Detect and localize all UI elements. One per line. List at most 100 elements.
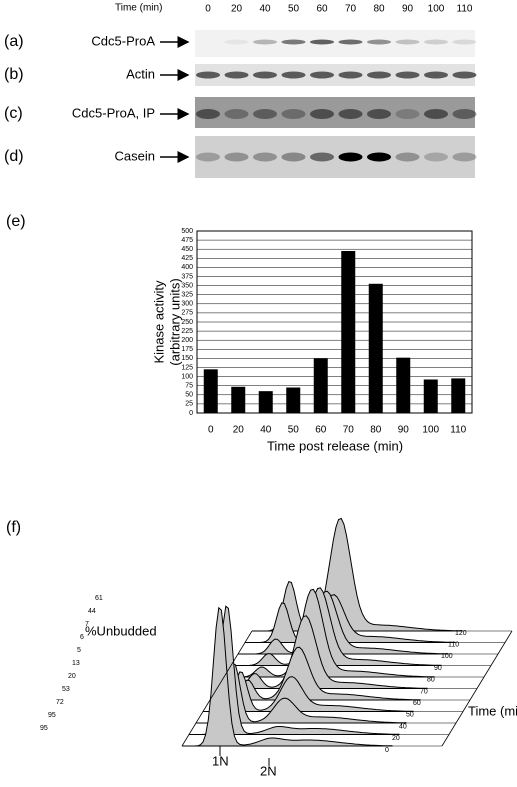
blot-label: Actin [126, 66, 155, 81]
band [196, 71, 220, 79]
y-tick-label: 350 [181, 282, 193, 289]
band [367, 71, 391, 79]
y-tick-label: 0 [189, 410, 193, 417]
blot [195, 64, 475, 86]
band [281, 71, 306, 79]
y-tick-label: 75 [185, 383, 193, 390]
flow-time: 40 [399, 723, 407, 730]
band [452, 71, 477, 79]
blot-time: 60 [316, 4, 328, 15]
unbudded-value: 61 [95, 595, 103, 602]
y-tick-label: 325 [181, 292, 193, 299]
band [281, 39, 306, 45]
band [424, 39, 448, 45]
bar [368, 283, 383, 413]
band [367, 39, 391, 45]
band [395, 39, 420, 45]
blot-time: 110 [457, 4, 473, 15]
histogram-trace [238, 590, 449, 655]
bar [286, 387, 301, 413]
blot-label: Cdc5-ProA [91, 33, 155, 48]
histogram-trace [189, 605, 400, 735]
axis [441, 630, 513, 747]
blot-time-label: Time (min) [115, 3, 162, 14]
band [395, 71, 420, 79]
flow-time: 20 [392, 735, 400, 742]
unbudded-value: 7 [85, 621, 89, 628]
panel-label: (d) [4, 148, 24, 165]
x-tick-label: 0 [208, 425, 214, 436]
y-tick-label: 150 [181, 355, 193, 362]
bar [396, 357, 411, 413]
bar [423, 379, 438, 413]
y-tick-label: 475 [181, 237, 193, 244]
y-tick-label: 50 [185, 392, 193, 399]
y-tick-label: 375 [181, 273, 193, 280]
y-tick-label: 425 [181, 255, 193, 262]
blot-time: 40 [259, 4, 271, 15]
band [224, 71, 249, 79]
band [310, 109, 334, 119]
blot [195, 30, 475, 57]
blot-time: 70 [345, 4, 357, 15]
peak-label: 2N [260, 763, 277, 778]
band [395, 152, 420, 162]
band [253, 71, 277, 79]
unbudded-label: %Unbudded [85, 623, 157, 638]
y-tick-label: 400 [181, 264, 193, 271]
flow-time: 70 [420, 688, 428, 695]
blot-time: 80 [373, 4, 385, 15]
band [224, 152, 249, 162]
band [224, 39, 249, 45]
unbudded-value: 95 [40, 725, 48, 732]
band [310, 152, 334, 162]
histogram-trace [245, 594, 456, 643]
y-tick-label: 100 [181, 373, 193, 380]
histogram-trace [224, 588, 435, 678]
unbudded-value: 6 [80, 634, 84, 641]
bar [258, 391, 273, 413]
panel-label: (e) [6, 213, 26, 230]
blot-label: Cdc5-ProA, IP [72, 105, 155, 120]
flow-time: 100 [441, 653, 453, 660]
peak-label: 1N [212, 753, 229, 768]
band [452, 109, 477, 119]
band [253, 39, 277, 45]
band [310, 71, 334, 79]
y-tick-label: 125 [181, 364, 193, 371]
unbudded-value: 13 [72, 660, 80, 667]
x-tick-label: 60 [315, 425, 327, 436]
flow-time: 50 [406, 712, 414, 719]
band [224, 109, 249, 119]
band [310, 39, 334, 45]
band [395, 109, 420, 119]
panel-label: (c) [4, 105, 23, 122]
x-tick-label: 80 [370, 425, 382, 436]
band [281, 152, 306, 162]
panel-label: (b) [4, 66, 24, 83]
y-tick-label: 450 [181, 246, 193, 253]
flow-time: 60 [413, 700, 421, 707]
y-tick-label: 225 [181, 328, 193, 335]
blot-time: 100 [428, 4, 445, 15]
band [253, 152, 277, 162]
flow-time-label: Time (min) [468, 703, 517, 718]
band [281, 109, 306, 119]
axis [181, 630, 253, 747]
unbudded-value: 5 [77, 647, 81, 654]
y-tick-label: 300 [181, 301, 193, 308]
blot-time: 50 [288, 4, 300, 15]
blot-time: 0 [205, 4, 211, 15]
y-tick-label: 250 [181, 319, 193, 326]
band [253, 109, 277, 119]
x-tick-label: 40 [260, 425, 272, 436]
band [367, 109, 391, 119]
flow-time: 80 [427, 677, 435, 684]
band [424, 152, 448, 162]
band [338, 71, 363, 79]
y-tick-label: 500 [181, 228, 193, 235]
histogram-trace [231, 587, 442, 666]
blot-time: 90 [402, 4, 414, 15]
x-tick-label: 100 [422, 425, 439, 436]
